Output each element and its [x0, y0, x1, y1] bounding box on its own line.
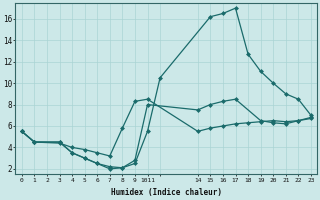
X-axis label: Humidex (Indice chaleur): Humidex (Indice chaleur) — [111, 188, 222, 197]
